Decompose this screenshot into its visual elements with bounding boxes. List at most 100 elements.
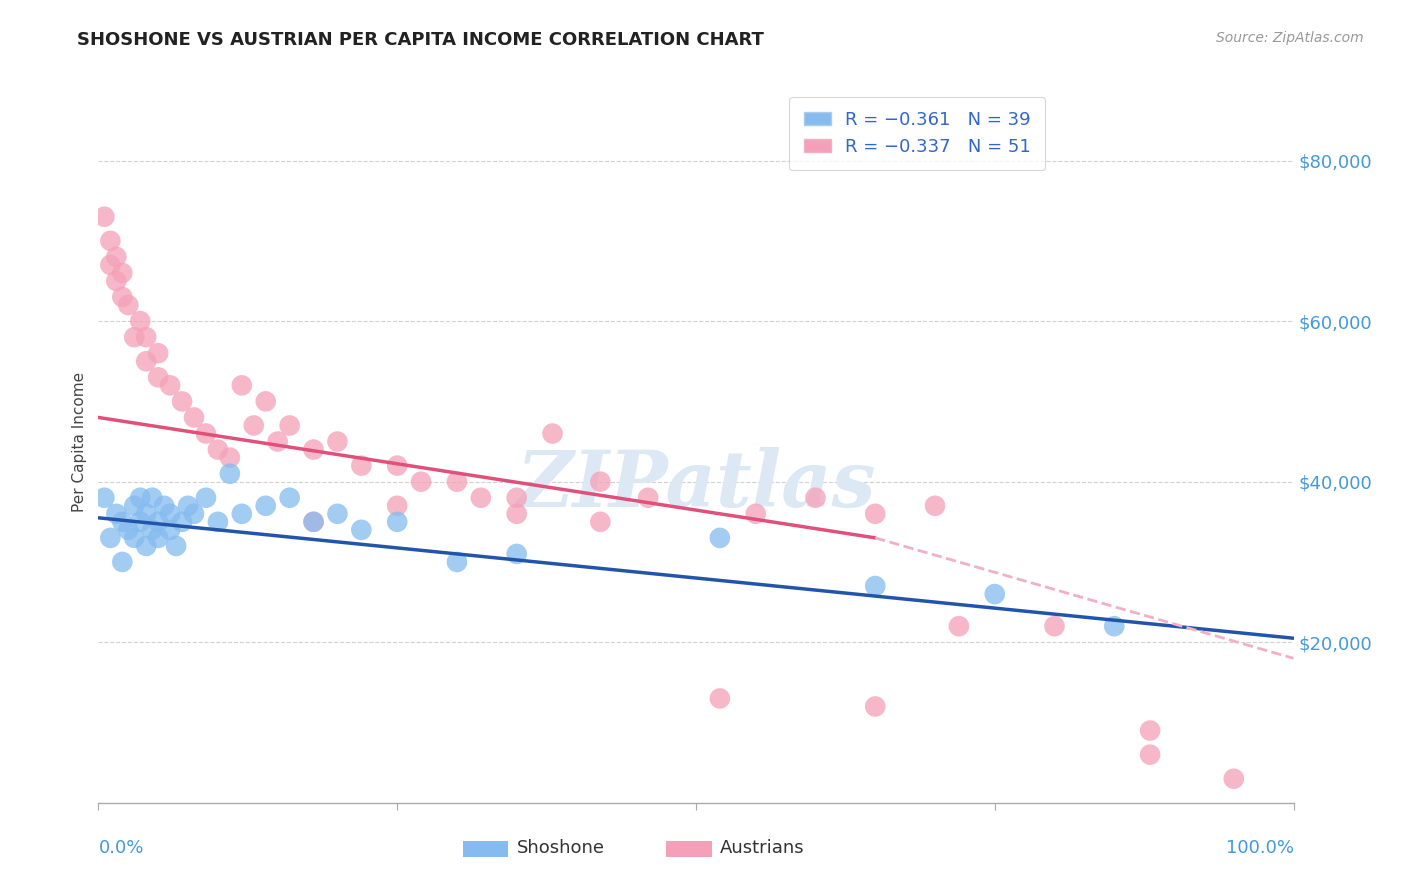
Point (183, 410, 205, 425)
Point (709, 691, 731, 706)
Point (865, 579, 887, 593)
Point (865, 507, 887, 521)
Point (148, 346, 170, 360)
Point (148, 515, 170, 529)
Point (302, 515, 325, 529)
Point (865, 699, 887, 714)
Point (243, 418, 266, 433)
Point (709, 531, 731, 545)
Point (129, 515, 152, 529)
Point (165, 539, 187, 553)
Y-axis label: Per Capita Income: Per Capita Income (72, 371, 87, 512)
Point (541, 426, 564, 441)
Bar (463, 841, 509, 857)
Point (105, 507, 128, 521)
Point (302, 515, 325, 529)
Point (385, 499, 409, 513)
Point (124, 499, 146, 513)
Point (93, 491, 115, 505)
Point (589, 515, 612, 529)
Point (350, 458, 373, 473)
Point (1139, 747, 1161, 762)
Point (207, 442, 229, 457)
Point (153, 499, 176, 513)
Point (148, 370, 170, 384)
Point (195, 426, 218, 441)
Point (589, 475, 612, 489)
Point (1043, 619, 1066, 633)
Point (326, 434, 349, 449)
Point (159, 507, 181, 521)
Point (183, 507, 205, 521)
Point (129, 491, 152, 505)
Point (135, 539, 157, 553)
Text: ZIPatlas: ZIPatlas (516, 447, 876, 523)
Point (267, 434, 290, 449)
Point (1223, 772, 1246, 786)
Point (159, 523, 181, 537)
Point (219, 450, 242, 465)
Point (446, 475, 468, 489)
Point (231, 378, 253, 392)
Point (195, 491, 218, 505)
Point (804, 491, 827, 505)
Point (984, 587, 1007, 601)
Point (385, 515, 409, 529)
Point (1139, 723, 1161, 738)
Point (148, 531, 170, 545)
Point (637, 491, 659, 505)
Text: 100.0%: 100.0% (1226, 838, 1294, 857)
Point (302, 442, 325, 457)
Point (350, 523, 373, 537)
Point (117, 298, 139, 312)
Point (385, 458, 409, 473)
Point (506, 547, 529, 561)
Point (948, 619, 970, 633)
Point (98, 531, 122, 545)
Point (278, 491, 301, 505)
Point (254, 394, 277, 409)
Point (105, 274, 128, 288)
Point (105, 250, 128, 264)
Point (135, 330, 157, 344)
Point (278, 418, 301, 433)
Point (219, 467, 242, 481)
Bar (666, 841, 711, 857)
Point (446, 555, 468, 569)
Point (111, 515, 134, 529)
Point (207, 515, 229, 529)
Point (177, 499, 200, 513)
Point (135, 507, 157, 521)
Point (506, 491, 529, 505)
Point (111, 555, 134, 569)
Point (124, 531, 146, 545)
Point (98, 234, 122, 248)
Point (254, 499, 277, 513)
Text: 0.0%: 0.0% (98, 838, 143, 857)
Point (124, 330, 146, 344)
Point (411, 475, 433, 489)
Legend: R = −0.361   N = 39, R = −0.337   N = 51: R = −0.361 N = 39, R = −0.337 N = 51 (789, 96, 1046, 170)
Point (141, 491, 163, 505)
Point (470, 491, 492, 505)
Point (117, 523, 139, 537)
Point (98, 258, 122, 272)
Text: SHOSHONE VS AUSTRIAN PER CAPITA INCOME CORRELATION CHART: SHOSHONE VS AUSTRIAN PER CAPITA INCOME C… (77, 31, 765, 49)
Point (1104, 619, 1126, 633)
Point (326, 507, 349, 521)
Text: Austrians: Austrians (720, 839, 804, 857)
Point (111, 266, 134, 280)
Point (93, 210, 115, 224)
Point (159, 378, 181, 392)
Point (129, 314, 152, 328)
Point (506, 507, 529, 521)
Point (141, 523, 163, 537)
Point (924, 499, 946, 513)
Point (172, 515, 194, 529)
Text: Shoshone: Shoshone (517, 839, 605, 857)
Point (111, 290, 134, 304)
Point (231, 507, 253, 521)
Text: Source: ZipAtlas.com: Source: ZipAtlas.com (1216, 31, 1364, 45)
Point (172, 394, 194, 409)
Point (135, 354, 157, 368)
